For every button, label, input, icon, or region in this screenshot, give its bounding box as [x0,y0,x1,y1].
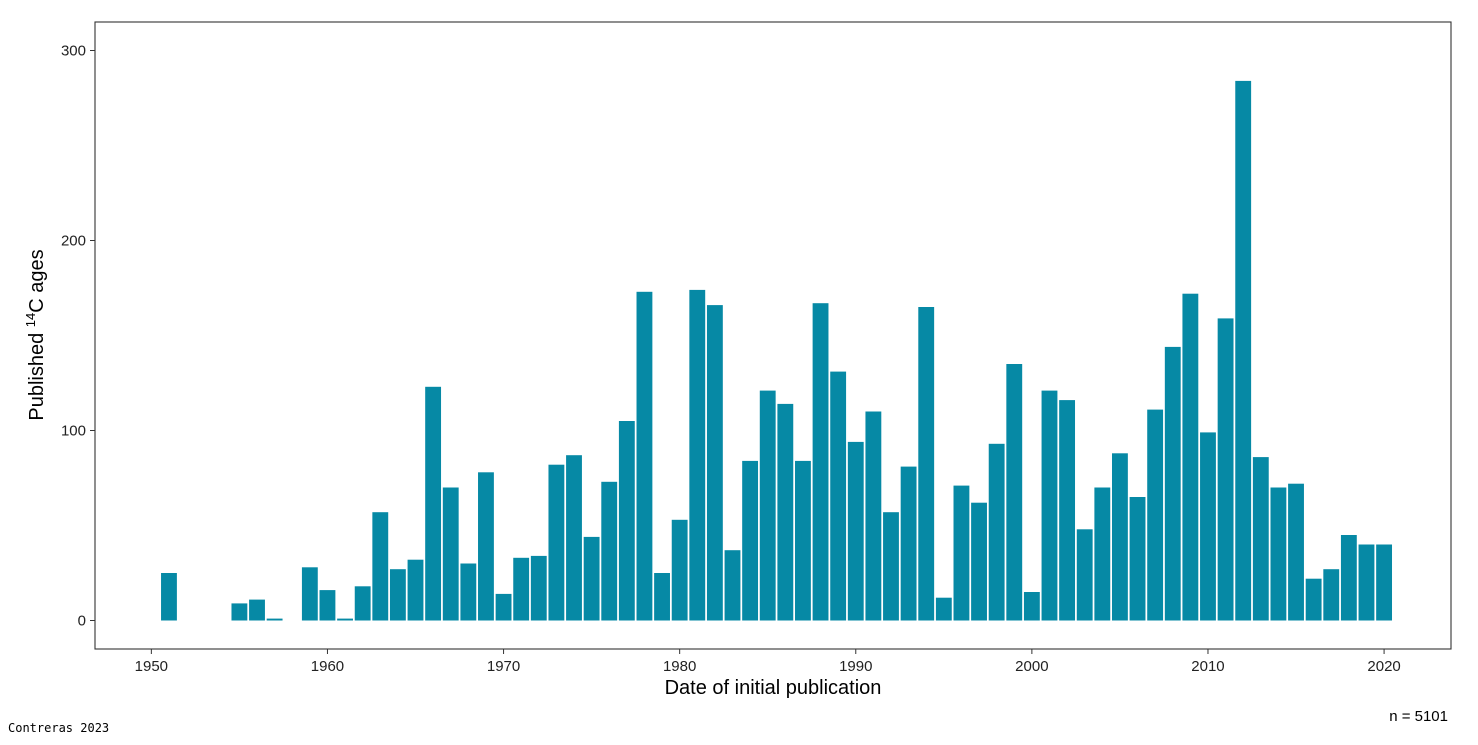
bar-2012 [1235,80,1252,621]
bar-1951 [161,573,177,621]
y-tick-label: 100 [61,423,86,440]
bar-1978 [636,291,653,621]
bar-2000 [1023,592,1040,621]
bar-2011 [1217,318,1234,621]
bar-1966 [425,386,442,621]
bar-1995 [935,597,952,621]
bar-1961 [337,618,353,621]
y-tick-label: 0 [78,613,86,630]
bar-1968 [460,563,477,621]
bar-1984 [742,460,759,621]
bar-1959 [301,567,318,621]
bar-1983 [724,550,741,621]
bar-1989 [830,371,847,621]
bar-2015 [1288,483,1304,621]
bar-2005 [1112,453,1128,621]
bar-1988 [812,303,829,621]
bar-1992 [883,512,899,621]
y-axis-title-superscript: 14 [23,313,38,327]
x-axis-title: Date of initial publication [665,677,882,699]
bar-1964 [389,569,406,621]
bar-1990 [847,441,864,621]
y-axis: 0 100 200 300 [61,43,95,630]
bar-2014 [1270,487,1287,621]
bar-1965 [407,559,424,621]
bar-2007 [1147,409,1164,621]
bar-1962 [354,586,371,621]
y-tick-label: 200 [61,233,86,250]
bar-1963 [372,512,389,621]
bar-2009 [1182,293,1199,621]
x-tick-label: 2020 [1367,658,1400,675]
bar-1960 [319,590,336,621]
bar-2004 [1094,487,1111,621]
x-tick-label: 1960 [311,658,344,675]
bar-1999 [1006,364,1023,621]
bar-2003 [1076,529,1093,621]
x-tick-label: 2010 [1191,658,1224,675]
bar-2016 [1305,578,1322,621]
bar-1957 [266,618,283,621]
bars [161,80,1393,621]
x-tick-label: 1950 [135,658,168,675]
bar-1980 [671,519,688,621]
bar-1977 [618,421,635,621]
bar-2008 [1164,346,1181,621]
bar-1993 [900,466,917,621]
bar-1985 [759,390,776,621]
bar-1956 [249,599,265,621]
y-tick-label: 300 [61,43,86,60]
bar-1991 [865,411,882,621]
y-axis-title-suffix: C ages [26,249,48,312]
plot-border [94,21,1452,650]
bar-1967 [442,487,459,621]
bar-2010 [1200,432,1216,621]
bar-1986 [777,403,794,621]
x-axis: 1950 1960 1970 1980 1990 2000 2010 2020 [135,649,1401,675]
bar-1994 [918,307,935,621]
bar-2018 [1340,535,1357,621]
x-tick-label: 1990 [839,658,872,675]
bar-1969 [478,472,494,621]
bar-1987 [795,460,811,621]
x-tick-label: 1980 [663,658,696,675]
bar-2002 [1059,400,1076,621]
bar-1970 [495,593,512,621]
bar-2006 [1129,497,1146,621]
credit-text: Contreras 2023 [8,721,110,735]
y-axis-title: Published 14C ages [23,249,48,420]
bar-2001 [1041,390,1058,621]
bar-2020 [1376,544,1393,621]
bar-1979 [654,573,670,621]
bar-1996 [953,485,970,621]
bar-1973 [548,464,565,621]
bar-1998 [988,443,1005,621]
bar-2019 [1358,544,1375,621]
bar-2013 [1252,457,1269,621]
sample-size-annotation: n = 5101 [1389,708,1448,725]
bar-2017 [1323,569,1340,621]
bar-1975 [583,536,600,621]
bar-1955 [231,603,248,621]
bar-1971 [513,557,530,621]
bar-1982 [706,305,723,621]
bar-1981 [689,289,706,621]
y-axis-title-prefix: Published [26,327,48,420]
bar-1972 [530,555,547,621]
bar-1974 [566,455,582,621]
x-tick-label: 1970 [487,658,520,675]
bar-1997 [971,502,987,621]
bar-1976 [601,481,618,621]
x-tick-label: 2000 [1015,658,1048,675]
